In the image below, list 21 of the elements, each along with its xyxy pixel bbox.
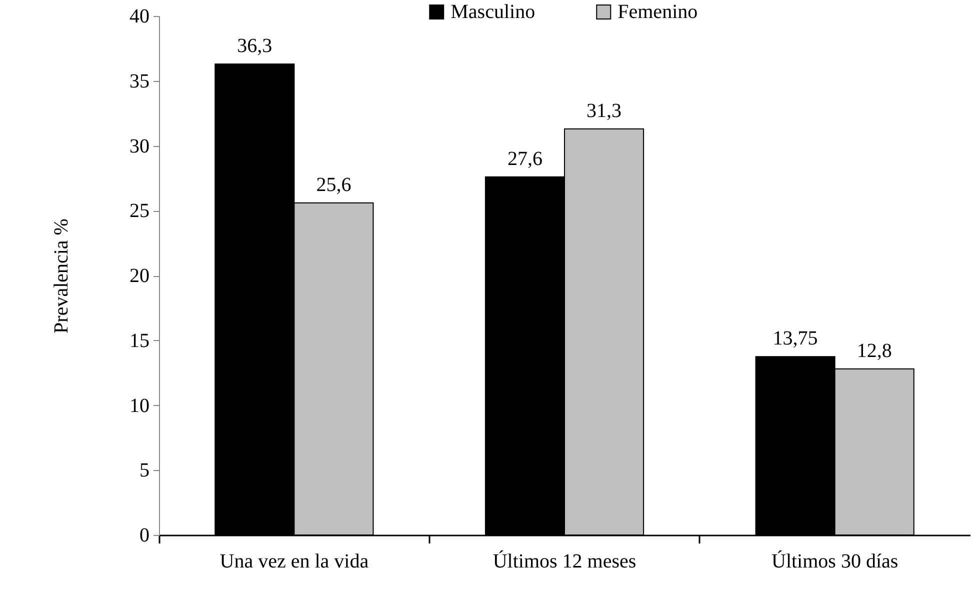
data-label: 27,6 — [507, 148, 542, 170]
data-label: 31,3 — [586, 100, 622, 122]
data-label: 36,3 — [237, 35, 272, 58]
y-axis-title: Prevalencia % — [50, 218, 72, 334]
y-tick-label: 15 — [130, 330, 150, 352]
x-tick-label: Últimos 12 meses — [492, 550, 636, 572]
y-tick-label: 5 — [140, 460, 150, 482]
y-tick-label: 25 — [130, 200, 150, 222]
data-label: 25,6 — [316, 174, 352, 196]
x-tick-label: Una vez en la vida — [220, 550, 369, 572]
y-tick-label: 20 — [130, 265, 150, 287]
y-tick-label: 10 — [130, 394, 150, 417]
y-tick-label: 40 — [130, 6, 150, 28]
legend-label: Masculino — [450, 1, 536, 23]
y-tick-label: 30 — [130, 135, 150, 158]
y-tick-label: 0 — [140, 524, 150, 546]
y-tick-label: 35 — [130, 70, 150, 92]
data-label: 13,75 — [772, 328, 818, 350]
x-tick-label: Últimos 30 días — [771, 550, 898, 572]
legend-label: Femenino — [618, 1, 698, 23]
data-label: 12,8 — [856, 340, 892, 362]
